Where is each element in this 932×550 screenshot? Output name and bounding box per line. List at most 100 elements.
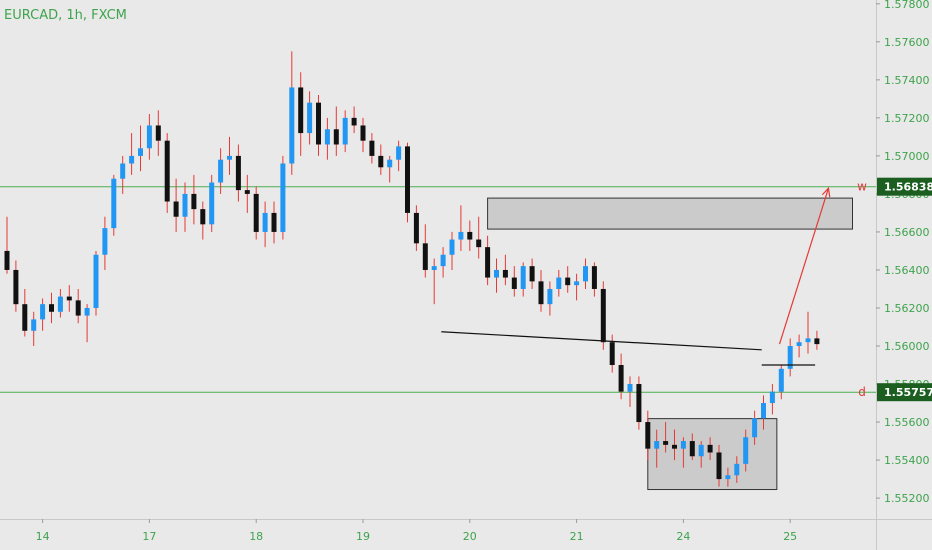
candle-body [360, 125, 366, 141]
candle-body [75, 300, 81, 316]
candle-body [182, 193, 188, 217]
x-tick-label: 19 [356, 530, 370, 543]
candle-body [583, 266, 588, 282]
candle-body [734, 463, 740, 476]
x-tick-label: 24 [676, 530, 690, 543]
overlay-layer: wd [441, 180, 867, 399]
candle-body [413, 212, 419, 244]
candle-body [458, 231, 464, 240]
candle-body [405, 146, 410, 213]
x-tick-label: 21 [570, 530, 584, 543]
candle-body [316, 102, 321, 145]
y-tick-label: 1.57200 [884, 112, 930, 125]
y-tick-label: 1.56400 [884, 264, 930, 277]
candle-body [769, 391, 775, 404]
candle-body [138, 148, 143, 156]
candle-body [253, 193, 259, 232]
candle-body [476, 239, 482, 248]
candle-body [752, 418, 758, 438]
level-price-tag [877, 383, 932, 402]
y-tick-label: 1.57000 [884, 150, 930, 163]
chart-title: EURCAD, 1h, FXCM [4, 8, 127, 23]
y-tick-label: 1.55600 [884, 416, 930, 429]
candle-body [538, 281, 544, 305]
candle-body [102, 228, 108, 255]
candle-body [57, 296, 63, 312]
candle-body [672, 444, 677, 449]
level-price-tag [877, 177, 932, 196]
candle-body [84, 307, 90, 316]
supply-demand-zone [487, 197, 853, 230]
y-tick-label: 1.57400 [884, 74, 930, 87]
candle-body [431, 266, 437, 270]
x-tick-label: 18 [249, 530, 263, 543]
candle-body [494, 269, 499, 278]
candle-body [4, 250, 10, 270]
x-tick-label: 17 [142, 530, 156, 543]
candle-body [565, 277, 571, 286]
candle-body [805, 338, 811, 343]
y-tick-label: 1.57600 [884, 36, 930, 49]
candle-body [520, 266, 526, 289]
candle-body [244, 190, 250, 194]
candle-body [227, 155, 232, 160]
candle-body [155, 125, 161, 141]
candle-body [716, 452, 722, 480]
candle-body [743, 437, 749, 464]
y-tick-label: 1.57800 [884, 0, 930, 11]
y-tick-label: 1.56200 [884, 302, 930, 315]
trendline [441, 331, 762, 351]
candle-body [120, 163, 126, 179]
candle-body [111, 178, 117, 229]
x-tick-label: 25 [783, 530, 797, 543]
candle-body [725, 475, 731, 480]
candle-body [654, 441, 660, 449]
candle-body [689, 441, 695, 457]
level-price-label: 1.55757 [884, 386, 932, 399]
candle-body [378, 155, 384, 168]
candle-body [440, 254, 446, 267]
candle-body [627, 384, 633, 392]
x-tick-label: 20 [463, 530, 477, 543]
candle-body [761, 403, 766, 419]
candle-body [342, 117, 348, 145]
candle-body [324, 129, 330, 145]
candle-body [698, 444, 704, 457]
candle-body [485, 247, 491, 278]
candle-body [387, 159, 393, 168]
candle-body [289, 87, 295, 164]
candle-body [556, 277, 562, 289]
candle-body [645, 422, 651, 449]
candle-body [502, 269, 508, 278]
candle-body [636, 384, 642, 423]
candle-body [280, 163, 286, 232]
candle-body [396, 146, 402, 160]
candle-body [591, 266, 597, 289]
candle-body [200, 209, 206, 225]
candle-body [796, 342, 802, 346]
price-axis-panel [876, 0, 932, 550]
candle-body [218, 159, 224, 183]
level-letter: d [858, 385, 866, 399]
candle-body [13, 269, 19, 305]
y-tick-label: 1.56600 [884, 226, 930, 239]
x-tick-label: 14 [36, 530, 50, 543]
candle-body [66, 296, 72, 301]
candle-body [307, 102, 313, 134]
candle-body [814, 338, 820, 345]
candle-body [467, 231, 473, 240]
candle-body [173, 201, 179, 217]
candle-body [129, 155, 135, 164]
candle-body [40, 304, 46, 320]
y-tick-label: 1.55400 [884, 454, 930, 467]
supply-demand-zone [647, 418, 778, 491]
projection-arrow-head [821, 186, 831, 198]
candle-body [787, 346, 793, 369]
candle-body [369, 140, 375, 156]
y-tick-label: 1.55200 [884, 492, 930, 505]
candle-body [31, 319, 37, 331]
candle-body [663, 441, 669, 445]
candle-body [680, 441, 686, 449]
